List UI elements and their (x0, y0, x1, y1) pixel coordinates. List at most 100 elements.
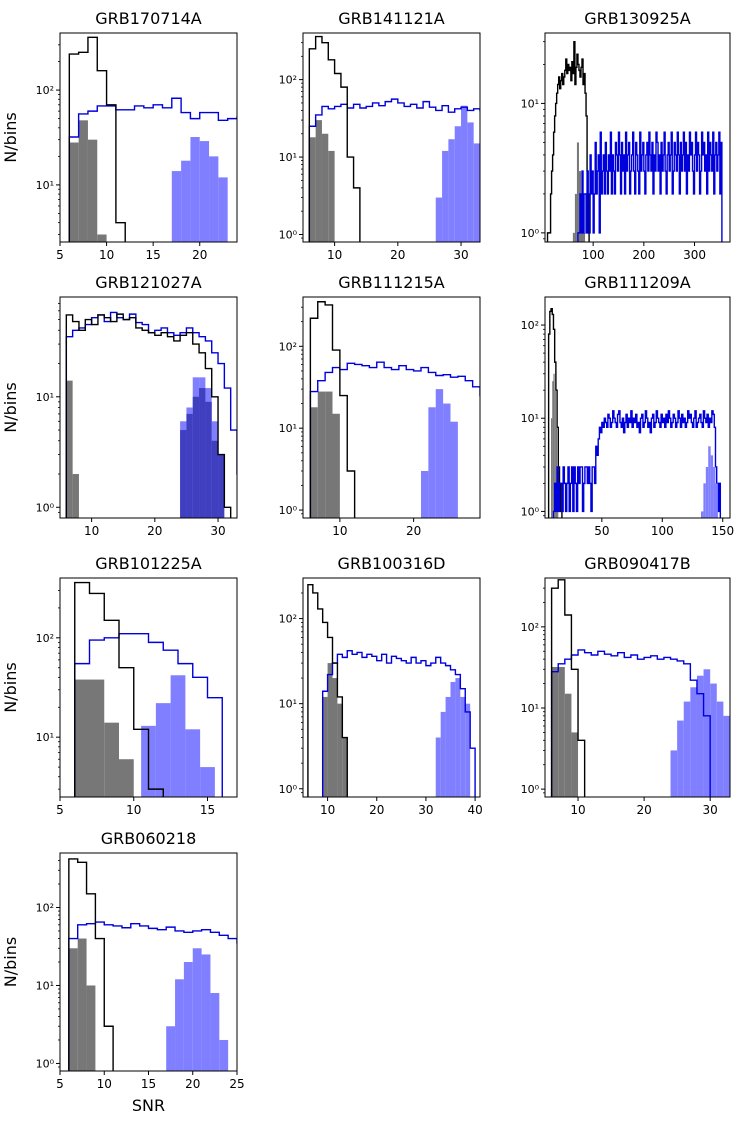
series-dark_filled (180, 388, 225, 518)
axes-frame (59, 32, 238, 243)
x-tick-label: 20 (369, 803, 384, 817)
x-tick-label: 300 (683, 248, 706, 262)
x-axis-label: SNR (132, 1096, 165, 1115)
step-line-black_step (308, 35, 361, 242)
series-blue_step (550, 649, 711, 797)
plot-area (308, 35, 480, 242)
step-line-blue_step (308, 98, 480, 242)
series-blue_filled (700, 446, 718, 518)
x-tick-label: 30 (453, 248, 468, 262)
x-tick-label: 30 (703, 803, 718, 817)
bar-blue_filled (710, 683, 717, 797)
series-gray_filled (68, 938, 96, 1071)
series-blue_step (74, 633, 223, 797)
y-tick-label: 10² (521, 319, 539, 332)
bar-gray_filled (97, 234, 107, 242)
bar-dark_filled (199, 388, 206, 518)
x-tick-label: 5 (56, 248, 64, 262)
bar-dark_filled (211, 440, 219, 518)
series-black_step (550, 579, 586, 797)
step-line-blue_step (550, 649, 711, 797)
bar-blue_filled (185, 729, 201, 797)
step-line-black_step (307, 584, 348, 797)
x-tick-label: 30 (418, 803, 433, 817)
axes-frame (544, 577, 731, 798)
chart-panel-grb170714a: 5 10 15 20 10¹ 10² GRB170714A N/bins (1, 9, 238, 262)
y-tick-label: 10⁰ (521, 783, 540, 796)
x-tick-label: 150 (711, 524, 734, 538)
series-blue_step (308, 98, 480, 242)
bar-gray_filled (551, 667, 559, 797)
bar-gray_filled (78, 120, 88, 242)
bar-blue_filled (448, 139, 455, 242)
y-tick-label: 10⁰ (279, 228, 298, 241)
series-black_step (68, 36, 126, 242)
bar-blue_filled (723, 715, 730, 797)
bar-blue_filled (700, 511, 704, 518)
step-line-blue_step (65, 311, 237, 518)
chart-panel-grb100316d: 10 20 30 40 10⁰ 10¹ 10² GRB100316D (279, 554, 483, 817)
bar-blue_filled (454, 126, 462, 242)
plot-area (74, 581, 223, 797)
bar-blue_filled (713, 466, 716, 518)
bar-gray_filled (558, 667, 565, 797)
x-tick-label: 20 (147, 524, 162, 538)
series-blue_step (552, 410, 722, 518)
bar-gray_filled (309, 137, 316, 242)
series-blue_step (577, 131, 723, 242)
bar-blue_filled (175, 979, 184, 1071)
bar-gray_filled (310, 407, 318, 518)
plot-area (68, 858, 237, 1071)
axes-frame (544, 296, 731, 519)
bar-blue_filled (155, 703, 171, 797)
bar-blue_filled (705, 466, 709, 518)
bar-blue_filled (690, 687, 697, 797)
x-tick-label: 15 (141, 1077, 156, 1091)
bar-gray_filled (72, 474, 79, 518)
plot-area (546, 40, 723, 242)
y-tick-label: 10² (36, 902, 54, 915)
x-tick-label: 100 (582, 248, 605, 262)
bar-gray_filled (576, 142, 579, 242)
bar-blue_filled (435, 737, 441, 797)
bar-blue_filled (442, 150, 449, 242)
chart-panel-grb060218: 5 10 15 20 25 10⁰ 10¹ 10² GRB060218 N/bins SNR (1, 829, 245, 1115)
bar-gray_filled (87, 139, 98, 242)
chart-title: GRB130925A (584, 9, 691, 28)
bar-gray_filled (322, 696, 328, 797)
series-blue_filled (171, 137, 228, 242)
bar-blue_filled (455, 678, 461, 797)
bar-gray_filled (327, 663, 333, 797)
chart-title: GRB111215A (338, 273, 445, 292)
bar-blue_filled (201, 954, 211, 1071)
series-black_step (309, 301, 356, 518)
chart-panel-grb121027a: 10 20 30 10⁰ 10¹ GRB121027A N/bins (1, 273, 238, 538)
series-gray_filled (66, 380, 79, 518)
bar-gray_filled (74, 679, 90, 797)
chart-title: GRB100316D (338, 554, 446, 573)
chart-panel-grb111215a: 10 20 10⁰ 10¹ 10² GRB111215A (279, 273, 481, 538)
series-gray_filled (309, 120, 335, 242)
bar-gray_filled (551, 418, 553, 518)
series-blue_step (65, 311, 237, 518)
bar-blue_filled (219, 1039, 229, 1071)
bar-gray_filled (554, 390, 556, 518)
step-line-blue_step (321, 649, 476, 797)
series-blue_step (321, 649, 476, 797)
series-blue_filled (421, 389, 458, 518)
bar-blue_filled (218, 177, 228, 242)
y-tick-label: 10² (279, 613, 297, 626)
bar-gray_filled (332, 678, 338, 797)
bar-blue_filled (450, 421, 458, 518)
y-tick-label: 10¹ (521, 702, 539, 715)
series-black_step (546, 40, 590, 242)
y-tick-label: 10⁰ (279, 504, 298, 517)
series-gray_filled (322, 663, 348, 797)
bar-dark_filled (180, 430, 187, 518)
series-blue_step (68, 97, 237, 242)
y-tick-label: 10¹ (279, 698, 297, 711)
bar-gray_filled (337, 703, 343, 797)
x-tick-label: 30 (210, 524, 225, 538)
bar-blue_filled (703, 669, 711, 797)
